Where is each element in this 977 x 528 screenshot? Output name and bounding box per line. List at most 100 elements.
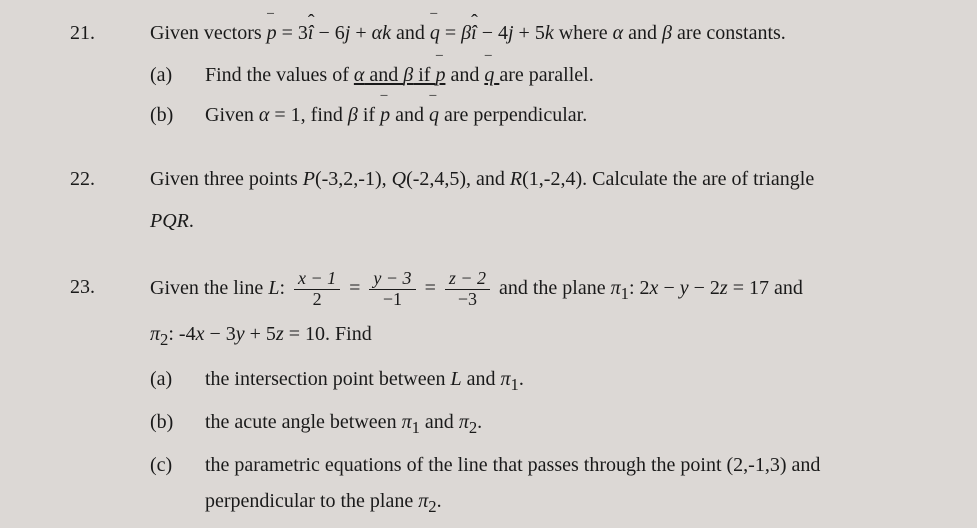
problem-number: 22.: [70, 161, 150, 245]
point-R: R: [510, 168, 522, 190]
text: -4: [179, 323, 196, 345]
text: are parallel.: [499, 64, 593, 86]
var-alpha: α: [354, 64, 365, 86]
text: − 4: [477, 22, 508, 44]
text: −: [658, 277, 679, 299]
vector-q: q: [429, 97, 439, 133]
denominator: 2: [294, 290, 340, 310]
text: and: [445, 64, 484, 86]
subpart-label: (a): [150, 361, 205, 400]
subpart-label: (b): [150, 97, 205, 133]
subpart-text: Find the values of α and β if p and q ar…: [205, 57, 957, 93]
text: and the plane: [499, 277, 611, 299]
coords: (-3,2,-1),: [315, 168, 392, 190]
text: and: [390, 104, 429, 126]
fraction-3: z − 2−3: [445, 269, 490, 310]
coords: (-2,4,5), and: [406, 168, 510, 190]
subpart-label: (c): [150, 447, 205, 522]
text: if: [358, 104, 380, 126]
plane-pi2: π: [459, 411, 469, 433]
text: =: [420, 277, 441, 299]
text: : 2: [629, 277, 650, 299]
numerator: z − 2: [445, 269, 490, 290]
point-P: P: [303, 168, 315, 190]
subpart-c: (c) the parametric equations of the line…: [150, 447, 957, 522]
text: − 6: [313, 22, 344, 44]
text: if: [413, 64, 435, 86]
subpart-b: (b) the acute angle between π1 and π2.: [150, 404, 957, 443]
point-Q: Q: [392, 168, 406, 190]
problem-23: 23. Given the line L: x − 12 = y − 3−1 =…: [70, 269, 957, 526]
problem-body: Given vectors p = 3î − 6j + αk and q = β…: [150, 15, 957, 137]
plane-pi2: π: [150, 323, 160, 345]
text: .: [519, 368, 524, 390]
vector-p: p: [267, 15, 277, 51]
vector-q: q: [484, 57, 494, 93]
subscript: 2: [428, 497, 436, 516]
line-L: L: [268, 277, 279, 299]
problem-intro: Given vectors p = 3î − 6j + αk and q = β…: [150, 15, 957, 51]
text: and: [462, 368, 501, 390]
plane-pi1: π: [402, 411, 412, 433]
subpart-text: the intersection point between L and π1.: [205, 361, 957, 400]
var-k: k: [545, 22, 554, 44]
subpart-label: (b): [150, 404, 205, 443]
var-alpha: α: [372, 22, 383, 44]
problem-number: 23.: [70, 269, 150, 526]
problem-body: Given the line L: x − 12 = y − 3−1 = z −…: [150, 269, 957, 526]
subpart-text: the parametric equations of the line tha…: [205, 447, 957, 522]
text: .: [477, 411, 482, 433]
text: where: [554, 22, 613, 44]
text: :: [279, 277, 290, 299]
text: + 5: [245, 323, 276, 345]
coords: (1,-2,4). Calculate the are of triangle: [522, 168, 814, 190]
text: and: [420, 411, 459, 433]
problem-text-line2: PQR.: [150, 203, 957, 239]
var-alpha: α: [613, 22, 624, 44]
numerator: x − 1: [294, 269, 340, 290]
text: Find the values of: [205, 64, 354, 86]
var-beta: β: [461, 22, 471, 44]
subpart-text: the acute angle between π1 and π2.: [205, 404, 957, 443]
text: are constants.: [672, 22, 786, 44]
fraction-2: y − 3−1: [369, 269, 415, 310]
text: + 5: [514, 22, 545, 44]
text-line1: the parametric equations of the line tha…: [205, 447, 957, 483]
expr: z − 2: [449, 268, 486, 288]
subpart-a: (a) the intersection point between L and…: [150, 361, 957, 400]
plane-pi1: π: [611, 277, 621, 299]
text: =: [344, 277, 365, 299]
denominator: −3: [445, 290, 490, 310]
unit-i: î: [308, 15, 314, 51]
text-line2: perpendicular to the plane π2.: [205, 483, 957, 522]
triangle-name: PQR: [150, 210, 189, 232]
var-beta: β: [403, 64, 413, 86]
var-beta: β: [348, 104, 358, 126]
problem-number: 21.: [70, 15, 150, 137]
numerator: y − 3: [369, 269, 415, 290]
text: = 3: [277, 22, 308, 44]
text: :: [168, 323, 179, 345]
subpart-label: (a): [150, 57, 205, 93]
text: − 3: [204, 323, 235, 345]
subpart-text: Given α = 1, find β if p and q are perpe…: [205, 97, 957, 133]
text: perpendicular to the plane: [205, 490, 418, 512]
expr: x − 1: [298, 268, 336, 288]
text: the intersection point between: [205, 368, 450, 390]
text: and: [391, 22, 430, 44]
text: Given the line: [150, 277, 268, 299]
denominator: −1: [369, 290, 415, 310]
subpart-a: (a) Find the values of α and β if p and …: [150, 57, 957, 93]
var-z: z: [720, 277, 728, 299]
line-L: L: [450, 368, 461, 390]
text: = 10. Find: [284, 323, 372, 345]
problem-body: Given three points P(-3,2,-1), Q(-2,4,5)…: [150, 161, 957, 245]
subscript: 1: [412, 418, 420, 437]
text: are perpendicular.: [439, 104, 587, 126]
var-alpha: α: [259, 104, 270, 126]
problem-22: 22. Given three points P(-3,2,-1), Q(-2,…: [70, 161, 957, 245]
fraction-1: x − 12: [294, 269, 340, 310]
subscript: 1: [621, 284, 629, 303]
text: =: [440, 22, 461, 44]
vector-q: q: [430, 15, 440, 51]
